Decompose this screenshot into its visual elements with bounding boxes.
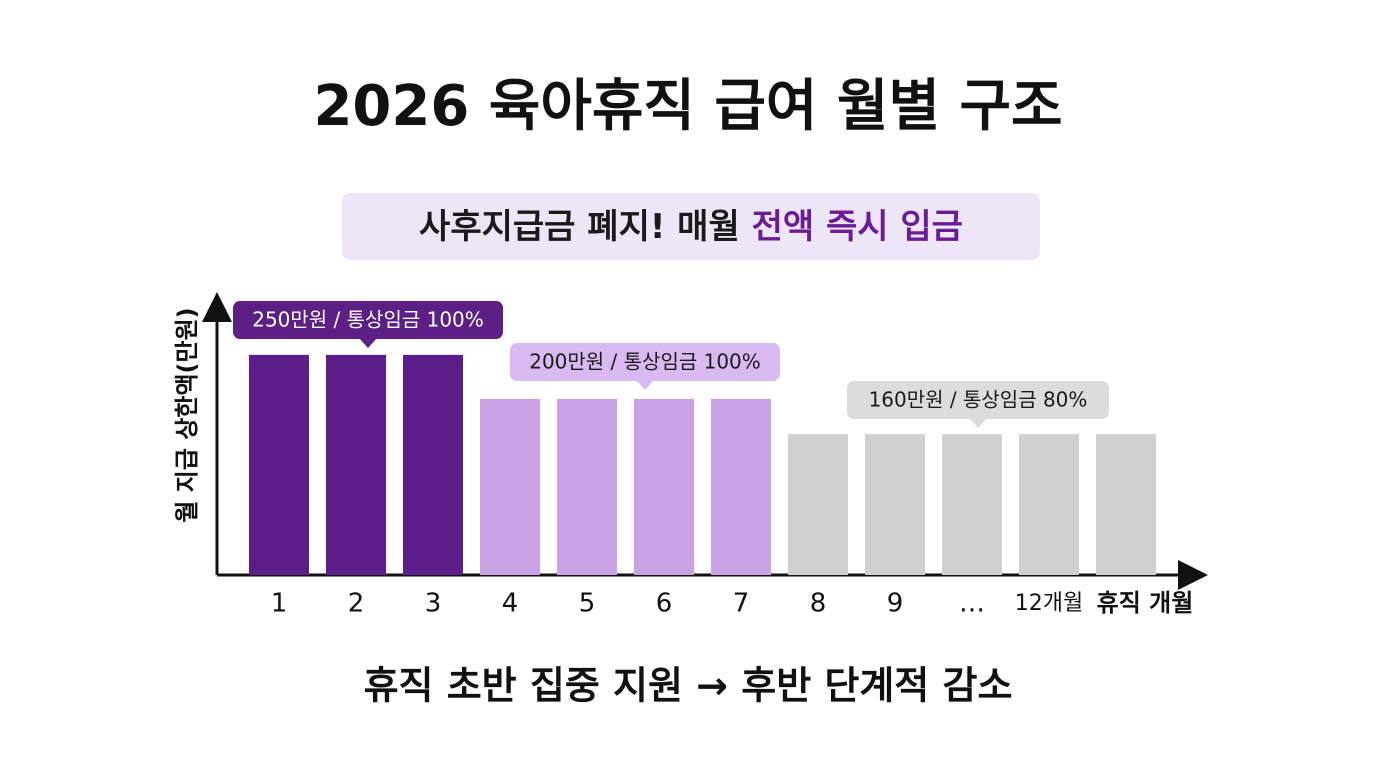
x-tick-label: 7 xyxy=(733,589,750,619)
caption: 휴직 초반 집중 지원 → 후반 단계적 감소 xyxy=(364,664,1013,708)
subtitle-box xyxy=(342,193,1040,260)
bar xyxy=(249,354,309,575)
callout-box xyxy=(847,381,1109,419)
bar xyxy=(865,434,925,575)
callout-box xyxy=(233,301,503,339)
subtitle: 사후지급금 폐지! 매월 전액 즉시 입금 xyxy=(419,207,963,247)
x-tick-label: 3 xyxy=(425,589,442,619)
bar xyxy=(1096,434,1156,575)
chart-title: 2026 육아휴직 급여 월별 구조 xyxy=(313,74,1062,139)
callout-box xyxy=(510,343,780,381)
bar xyxy=(942,434,1002,575)
callout-text: 250만원 / 통상임금 100% xyxy=(252,308,484,332)
bar xyxy=(326,354,386,575)
x-tick-label: 6 xyxy=(656,589,673,619)
callout-pointer xyxy=(359,338,377,348)
bar xyxy=(634,398,694,575)
x-tick-label: 2 xyxy=(348,589,365,619)
bar xyxy=(788,434,848,575)
bar xyxy=(711,398,771,575)
callout-pointer xyxy=(636,380,654,390)
bar xyxy=(480,398,540,575)
x-tick-label: 1 xyxy=(271,589,288,619)
x-tick-label: 12개월 xyxy=(1015,591,1083,616)
x-tick-label: 9 xyxy=(887,589,904,619)
y-axis-label: 월 지급 상한액(만원) xyxy=(173,307,201,522)
callout-text: 160만원 / 통상임금 80% xyxy=(869,388,1088,412)
subtitle-part: 사후지급금 폐지! 매월 xyxy=(419,207,752,247)
x-tick-label: 5 xyxy=(579,589,596,619)
x-tick-label: 4 xyxy=(502,589,519,619)
bar xyxy=(1019,434,1079,575)
callout-text: 200만원 / 통상임금 100% xyxy=(529,350,761,374)
callout-pointer xyxy=(969,418,987,428)
subtitle-part: 전액 즉시 입금 xyxy=(752,207,963,247)
x-tick-label: 8 xyxy=(810,589,827,619)
x-tick-label: … xyxy=(959,589,985,619)
bar xyxy=(557,398,617,575)
bar xyxy=(403,354,463,575)
x-axis-label: 휴직 개월 xyxy=(1097,589,1194,617)
